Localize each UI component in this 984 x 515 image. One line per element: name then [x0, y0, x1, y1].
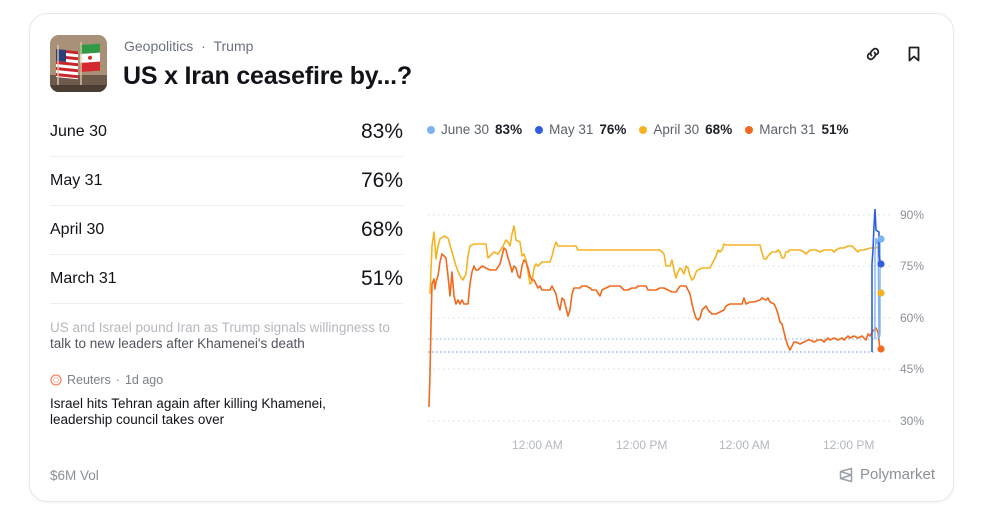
market-card[interactable]: Geopolitics · Trump US x Iran ceasefire … [29, 13, 954, 502]
brand-name: Polymarket [859, 466, 935, 483]
legend-dot-icon [427, 125, 435, 134]
legend-value: 68% [705, 122, 733, 137]
y-tick: 45% [900, 362, 925, 376]
series-march-31 [428, 247, 881, 408]
outcome-probability: 76% [360, 169, 403, 192]
polymarket-logo-icon [839, 467, 853, 482]
endpoint-may-31 [877, 260, 885, 268]
legend-dot-icon [745, 125, 754, 134]
outcome-probability: 68% [360, 218, 403, 241]
outcome-probability: 83% [360, 120, 403, 143]
series-may-31 [871, 208, 881, 352]
legend-item-march-31[interactable]: March 31 51% [745, 122, 849, 137]
series-april-30 [429, 225, 881, 295]
outcome-list: June 30 83% May 31 76% April 30 68% Marc… [50, 108, 403, 304]
news-ticker-previous[interactable]: US and Israel pound Iran as Trump signal… [50, 320, 410, 352]
outcome-label: April 30 [50, 221, 105, 238]
outcome-row-march-31[interactable]: March 31 51% [50, 255, 403, 304]
breadcrumb: Geopolitics · Trump [124, 38, 253, 54]
legend-label: March 31 [759, 122, 816, 137]
x-tick: 12:00 AM [512, 438, 563, 452]
legend-value: 51% [821, 122, 849, 137]
x-tick: 12:00 PM [616, 438, 668, 452]
y-tick: 30% [900, 414, 925, 428]
outcome-row-april-30[interactable]: April 30 68% [50, 206, 403, 255]
breadcrumb-separator: · [201, 38, 206, 54]
y-tick: 60% [900, 311, 925, 325]
outcome-probability: 51% [360, 267, 403, 290]
legend-label: June 30 [441, 122, 490, 137]
legend-item-june-30[interactable]: June 30 83% [427, 122, 522, 137]
legend-label: May 31 [549, 122, 594, 137]
y-tick: 90% [900, 208, 925, 222]
x-tick: 12:00 AM [719, 438, 770, 452]
bookmark-icon [908, 46, 920, 62]
category-link[interactable]: Geopolitics [124, 38, 194, 54]
news-source-name: Reuters [67, 373, 111, 387]
reuters-logo-icon [50, 374, 62, 386]
endpoint-april-30 [877, 289, 885, 297]
news-previous-line1: US and Israel pound Iran as Trump signal… [50, 320, 390, 335]
news-headline[interactable]: Israel hits Tehran again after killing K… [50, 396, 326, 427]
legend-value: 76% [599, 122, 627, 137]
flags-image-icon [50, 35, 107, 92]
outcome-label: June 30 [50, 123, 107, 140]
news-previous-line2: talk to new leaders after Khamenei's dea… [50, 336, 305, 351]
legend-dot-icon [535, 125, 544, 134]
price-history-chart[interactable] [30, 14, 953, 501]
legend-item-may-31[interactable]: May 31 76% [535, 122, 626, 137]
copy-link-button[interactable] [860, 41, 886, 67]
news-source: Reuters · 1d ago [50, 373, 163, 387]
market-thumbnail [50, 35, 107, 92]
news-age: 1d ago [124, 373, 164, 387]
outcome-label: March 31 [50, 270, 117, 287]
endpoint-june-30 [877, 235, 885, 243]
chart-gridlines [428, 214, 892, 422]
legend-value: 83% [495, 122, 523, 137]
market-title[interactable]: US x Iran ceasefire by...? [123, 62, 412, 90]
endpoint-march-31 [877, 345, 885, 353]
chart-legend: June 30 83% May 31 76% April 30 68% Marc… [427, 122, 849, 137]
bookmark-button[interactable] [901, 41, 927, 67]
link-icon [866, 47, 880, 61]
outcome-label: May 31 [50, 172, 103, 189]
volume: $6M Vol [50, 468, 99, 483]
outcome-row-may-31[interactable]: May 31 76% [50, 157, 403, 206]
outcome-row-june-30[interactable]: June 30 83% [50, 108, 403, 157]
legend-label: April 30 [653, 122, 700, 137]
news-source-separator: · [115, 373, 120, 387]
legend-item-april-30[interactable]: April 30 68% [639, 122, 732, 137]
series-june-30 [874, 237, 881, 340]
y-tick: 75% [900, 259, 925, 273]
tag-link[interactable]: Trump [213, 38, 254, 54]
legend-dot-icon [639, 125, 648, 134]
polymarket-brand[interactable]: Polymarket [838, 466, 935, 483]
x-tick: 12:00 PM [823, 438, 875, 452]
